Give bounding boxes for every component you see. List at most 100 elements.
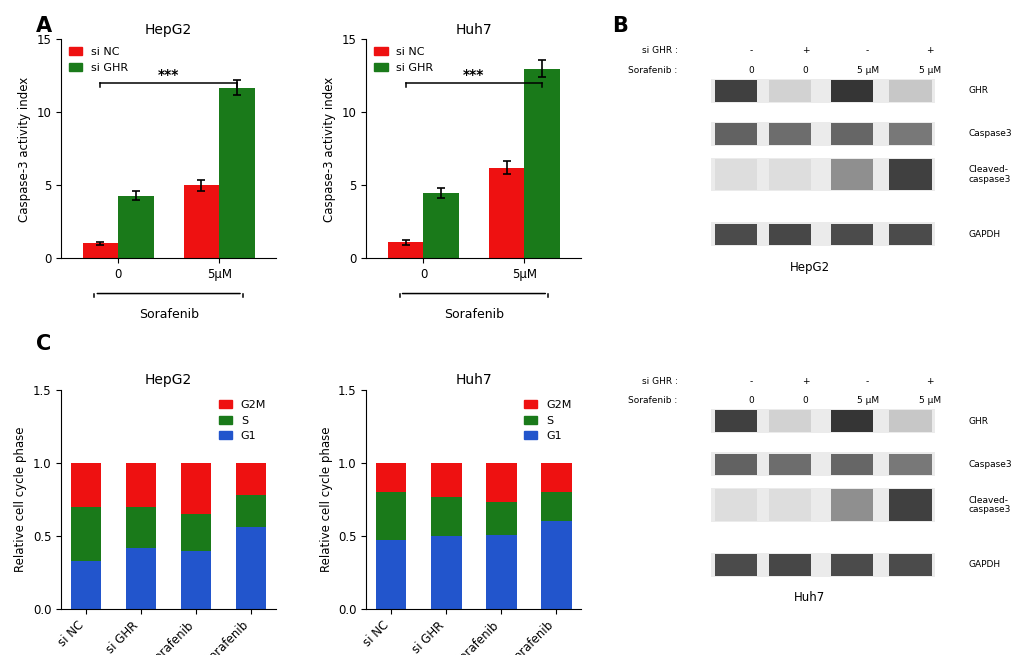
Bar xyxy=(714,411,756,432)
Text: GHR: GHR xyxy=(967,86,987,95)
Bar xyxy=(768,453,811,475)
Bar xyxy=(710,409,934,433)
Text: 0: 0 xyxy=(802,66,808,75)
Bar xyxy=(71,561,101,609)
Text: ***: *** xyxy=(158,67,179,82)
Bar xyxy=(889,554,930,576)
Text: +: + xyxy=(925,47,932,56)
Text: Huh7: Huh7 xyxy=(793,591,824,605)
Text: A: A xyxy=(36,16,52,37)
Bar xyxy=(118,196,154,259)
Bar xyxy=(541,493,571,521)
Y-axis label: Relative cell cycle phase: Relative cell cycle phase xyxy=(319,427,332,572)
Bar xyxy=(431,496,461,536)
Bar xyxy=(524,69,559,259)
Bar xyxy=(829,223,872,245)
Legend: G2M, S, G1: G2M, S, G1 xyxy=(214,396,270,445)
Text: -: - xyxy=(749,47,752,56)
Bar xyxy=(889,80,930,102)
Text: 0: 0 xyxy=(748,396,753,405)
Text: 5 μM: 5 μM xyxy=(856,396,877,405)
Bar xyxy=(768,489,811,521)
Text: Cleaved-
caspase3: Cleaved- caspase3 xyxy=(967,496,1010,514)
Bar xyxy=(768,223,811,245)
Bar xyxy=(235,527,266,609)
Bar xyxy=(181,463,211,514)
Bar xyxy=(387,242,423,259)
Bar xyxy=(714,80,756,102)
Legend: si NC, si GHR: si NC, si GHR xyxy=(372,45,435,75)
Bar xyxy=(710,223,934,246)
Bar xyxy=(431,536,461,609)
Bar xyxy=(83,243,118,259)
Bar xyxy=(183,185,219,259)
Bar xyxy=(126,548,156,609)
Bar xyxy=(829,453,872,475)
Bar xyxy=(829,80,872,102)
Bar xyxy=(714,159,756,190)
Bar xyxy=(714,554,756,576)
Bar xyxy=(714,489,756,521)
Bar xyxy=(714,453,756,475)
Text: ***: *** xyxy=(463,67,484,82)
Text: HepG2: HepG2 xyxy=(789,261,828,274)
Text: -: - xyxy=(865,377,868,386)
Text: Sorafenib :: Sorafenib : xyxy=(628,66,677,75)
Bar xyxy=(235,463,266,495)
Text: Caspase3: Caspase3 xyxy=(967,460,1011,469)
Title: HepG2: HepG2 xyxy=(145,373,193,387)
Title: Huh7: Huh7 xyxy=(455,373,492,387)
Bar xyxy=(710,453,934,476)
Bar xyxy=(710,488,934,522)
Bar xyxy=(710,79,934,103)
Legend: G2M, S, G1: G2M, S, G1 xyxy=(519,396,576,445)
Title: HepG2: HepG2 xyxy=(145,23,193,37)
Text: 5 μM: 5 μM xyxy=(918,396,940,405)
Text: Sorafenib: Sorafenib xyxy=(139,308,199,321)
Bar xyxy=(376,540,407,609)
Bar xyxy=(541,521,571,609)
Bar xyxy=(710,122,934,146)
Bar xyxy=(714,223,756,245)
Text: 0: 0 xyxy=(802,396,808,405)
Y-axis label: Caspase-3 activity index: Caspase-3 activity index xyxy=(18,76,31,221)
Bar xyxy=(71,463,101,507)
Text: +: + xyxy=(925,377,932,386)
Text: 5 μM: 5 μM xyxy=(856,66,877,75)
Bar xyxy=(768,123,811,145)
Bar xyxy=(768,411,811,432)
Bar xyxy=(376,493,407,540)
Bar xyxy=(181,551,211,609)
Text: Caspase3: Caspase3 xyxy=(967,130,1011,138)
Title: Huh7: Huh7 xyxy=(455,23,492,37)
Bar xyxy=(829,159,872,190)
Bar xyxy=(486,534,516,609)
Text: si GHR :: si GHR : xyxy=(641,47,677,56)
Bar xyxy=(829,554,872,576)
Text: Sorafenib: Sorafenib xyxy=(443,308,503,321)
Text: B: B xyxy=(611,16,628,37)
Bar xyxy=(126,463,156,507)
Bar xyxy=(431,463,461,496)
Bar xyxy=(486,463,516,502)
Bar xyxy=(889,123,930,145)
Text: -: - xyxy=(865,47,868,56)
Bar xyxy=(486,502,516,534)
Bar xyxy=(889,489,930,521)
Legend: si NC, si GHR: si NC, si GHR xyxy=(66,45,130,75)
Bar xyxy=(768,159,811,190)
Bar xyxy=(889,411,930,432)
Bar xyxy=(768,554,811,576)
Bar xyxy=(829,489,872,521)
Text: -: - xyxy=(749,377,752,386)
Bar xyxy=(889,453,930,475)
Text: +: + xyxy=(801,377,808,386)
Bar xyxy=(126,507,156,548)
Bar xyxy=(710,553,934,577)
Bar xyxy=(829,411,872,432)
Text: si GHR :: si GHR : xyxy=(641,377,677,386)
Bar xyxy=(710,158,934,191)
Bar xyxy=(235,495,266,527)
Bar xyxy=(889,223,930,245)
Text: GAPDH: GAPDH xyxy=(967,561,1000,569)
